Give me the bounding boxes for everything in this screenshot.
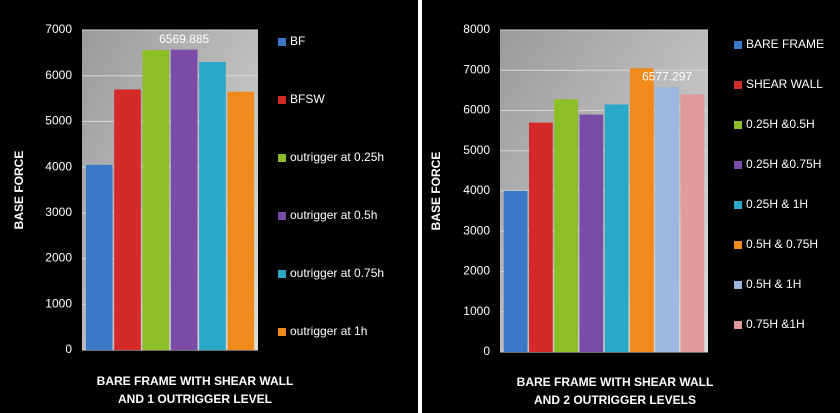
data-label: 6569.885 (159, 32, 209, 46)
legend-label: BF (290, 34, 305, 48)
legend-label: SHEAR WALL (746, 77, 823, 91)
legend-label: 0.25H & 1H (746, 197, 808, 211)
bar (655, 87, 679, 352)
legend-swatch (734, 81, 742, 89)
y-tick-label: 2000 (463, 264, 490, 278)
bar (85, 164, 113, 350)
y-tick-label: 3000 (463, 223, 490, 237)
bar (227, 91, 255, 350)
y-axis-label: BASE FORCE (12, 151, 26, 230)
x-axis-label: BARE FRAME WITH SHEAR WALL (97, 374, 294, 388)
y-tick-label: 5000 (45, 114, 72, 128)
data-label: 6577.297 (642, 69, 692, 83)
legend-swatch (734, 41, 742, 49)
legend-label: outrigger at 0.25h (290, 150, 384, 164)
y-axis-label: BASE FORCE (429, 152, 443, 231)
legend-swatch (734, 121, 742, 129)
legend-label: 0.25H &0.5H (746, 117, 815, 131)
legend-swatch (278, 154, 286, 162)
bar (114, 89, 141, 350)
bar (199, 62, 226, 350)
x-axis-label: AND 1 OUTRIGGER LEVEL (118, 392, 272, 406)
legend-label: outrigger at 0.5h (290, 208, 377, 222)
y-tick-label: 4000 (45, 159, 72, 173)
legend-label: 0.25H &0.75H (746, 157, 821, 171)
y-tick-label: 4000 (463, 183, 490, 197)
legend-swatch (734, 201, 742, 209)
legend-label: 0.75H &1H (746, 317, 805, 331)
bar (142, 50, 170, 350)
y-tick-label: 0 (483, 344, 490, 358)
y-tick-label: 7000 (463, 62, 490, 76)
y-tick-label: 6000 (45, 68, 72, 82)
y-tick-label: 5000 (463, 143, 490, 157)
y-tick-label: 7000 (45, 22, 72, 36)
bar (579, 114, 604, 353)
bar (170, 49, 198, 350)
legend-swatch (734, 281, 742, 289)
legend-swatch (278, 270, 286, 278)
legend-swatch (278, 212, 286, 220)
bar (630, 68, 654, 353)
legend-label: BARE FRAME (746, 37, 824, 51)
legend-swatch (734, 321, 742, 329)
y-tick-label: 0 (65, 342, 72, 356)
legend-swatch (278, 328, 286, 336)
y-tick-label: 1000 (45, 296, 72, 310)
legend-label: 0.5H & 1H (746, 277, 801, 291)
legend-label: outrigger at 1h (290, 324, 367, 338)
bar (529, 122, 553, 352)
y-tick-label: 1000 (463, 304, 490, 318)
bar (554, 99, 578, 352)
bar (503, 191, 528, 352)
legend-swatch (734, 161, 742, 169)
x-axis-label: AND 2 OUTRIGGER LEVELS (534, 393, 696, 407)
legend-label: outrigger at 0.75h (290, 266, 384, 280)
y-tick-label: 3000 (45, 205, 72, 219)
bar (604, 104, 629, 353)
legend-label: BFSW (290, 92, 325, 106)
y-tick-label: 8000 (463, 22, 490, 36)
y-tick-label: 6000 (463, 103, 490, 117)
y-tick-label: 2000 (45, 251, 72, 265)
legend-swatch (734, 241, 742, 249)
legend-label: 0.5H & 0.75H (746, 237, 818, 251)
x-axis-label: BARE FRAME WITH SHEAR WALL (517, 375, 714, 389)
legend-swatch (278, 38, 286, 46)
legend-swatch (278, 96, 286, 104)
bar (680, 94, 705, 353)
